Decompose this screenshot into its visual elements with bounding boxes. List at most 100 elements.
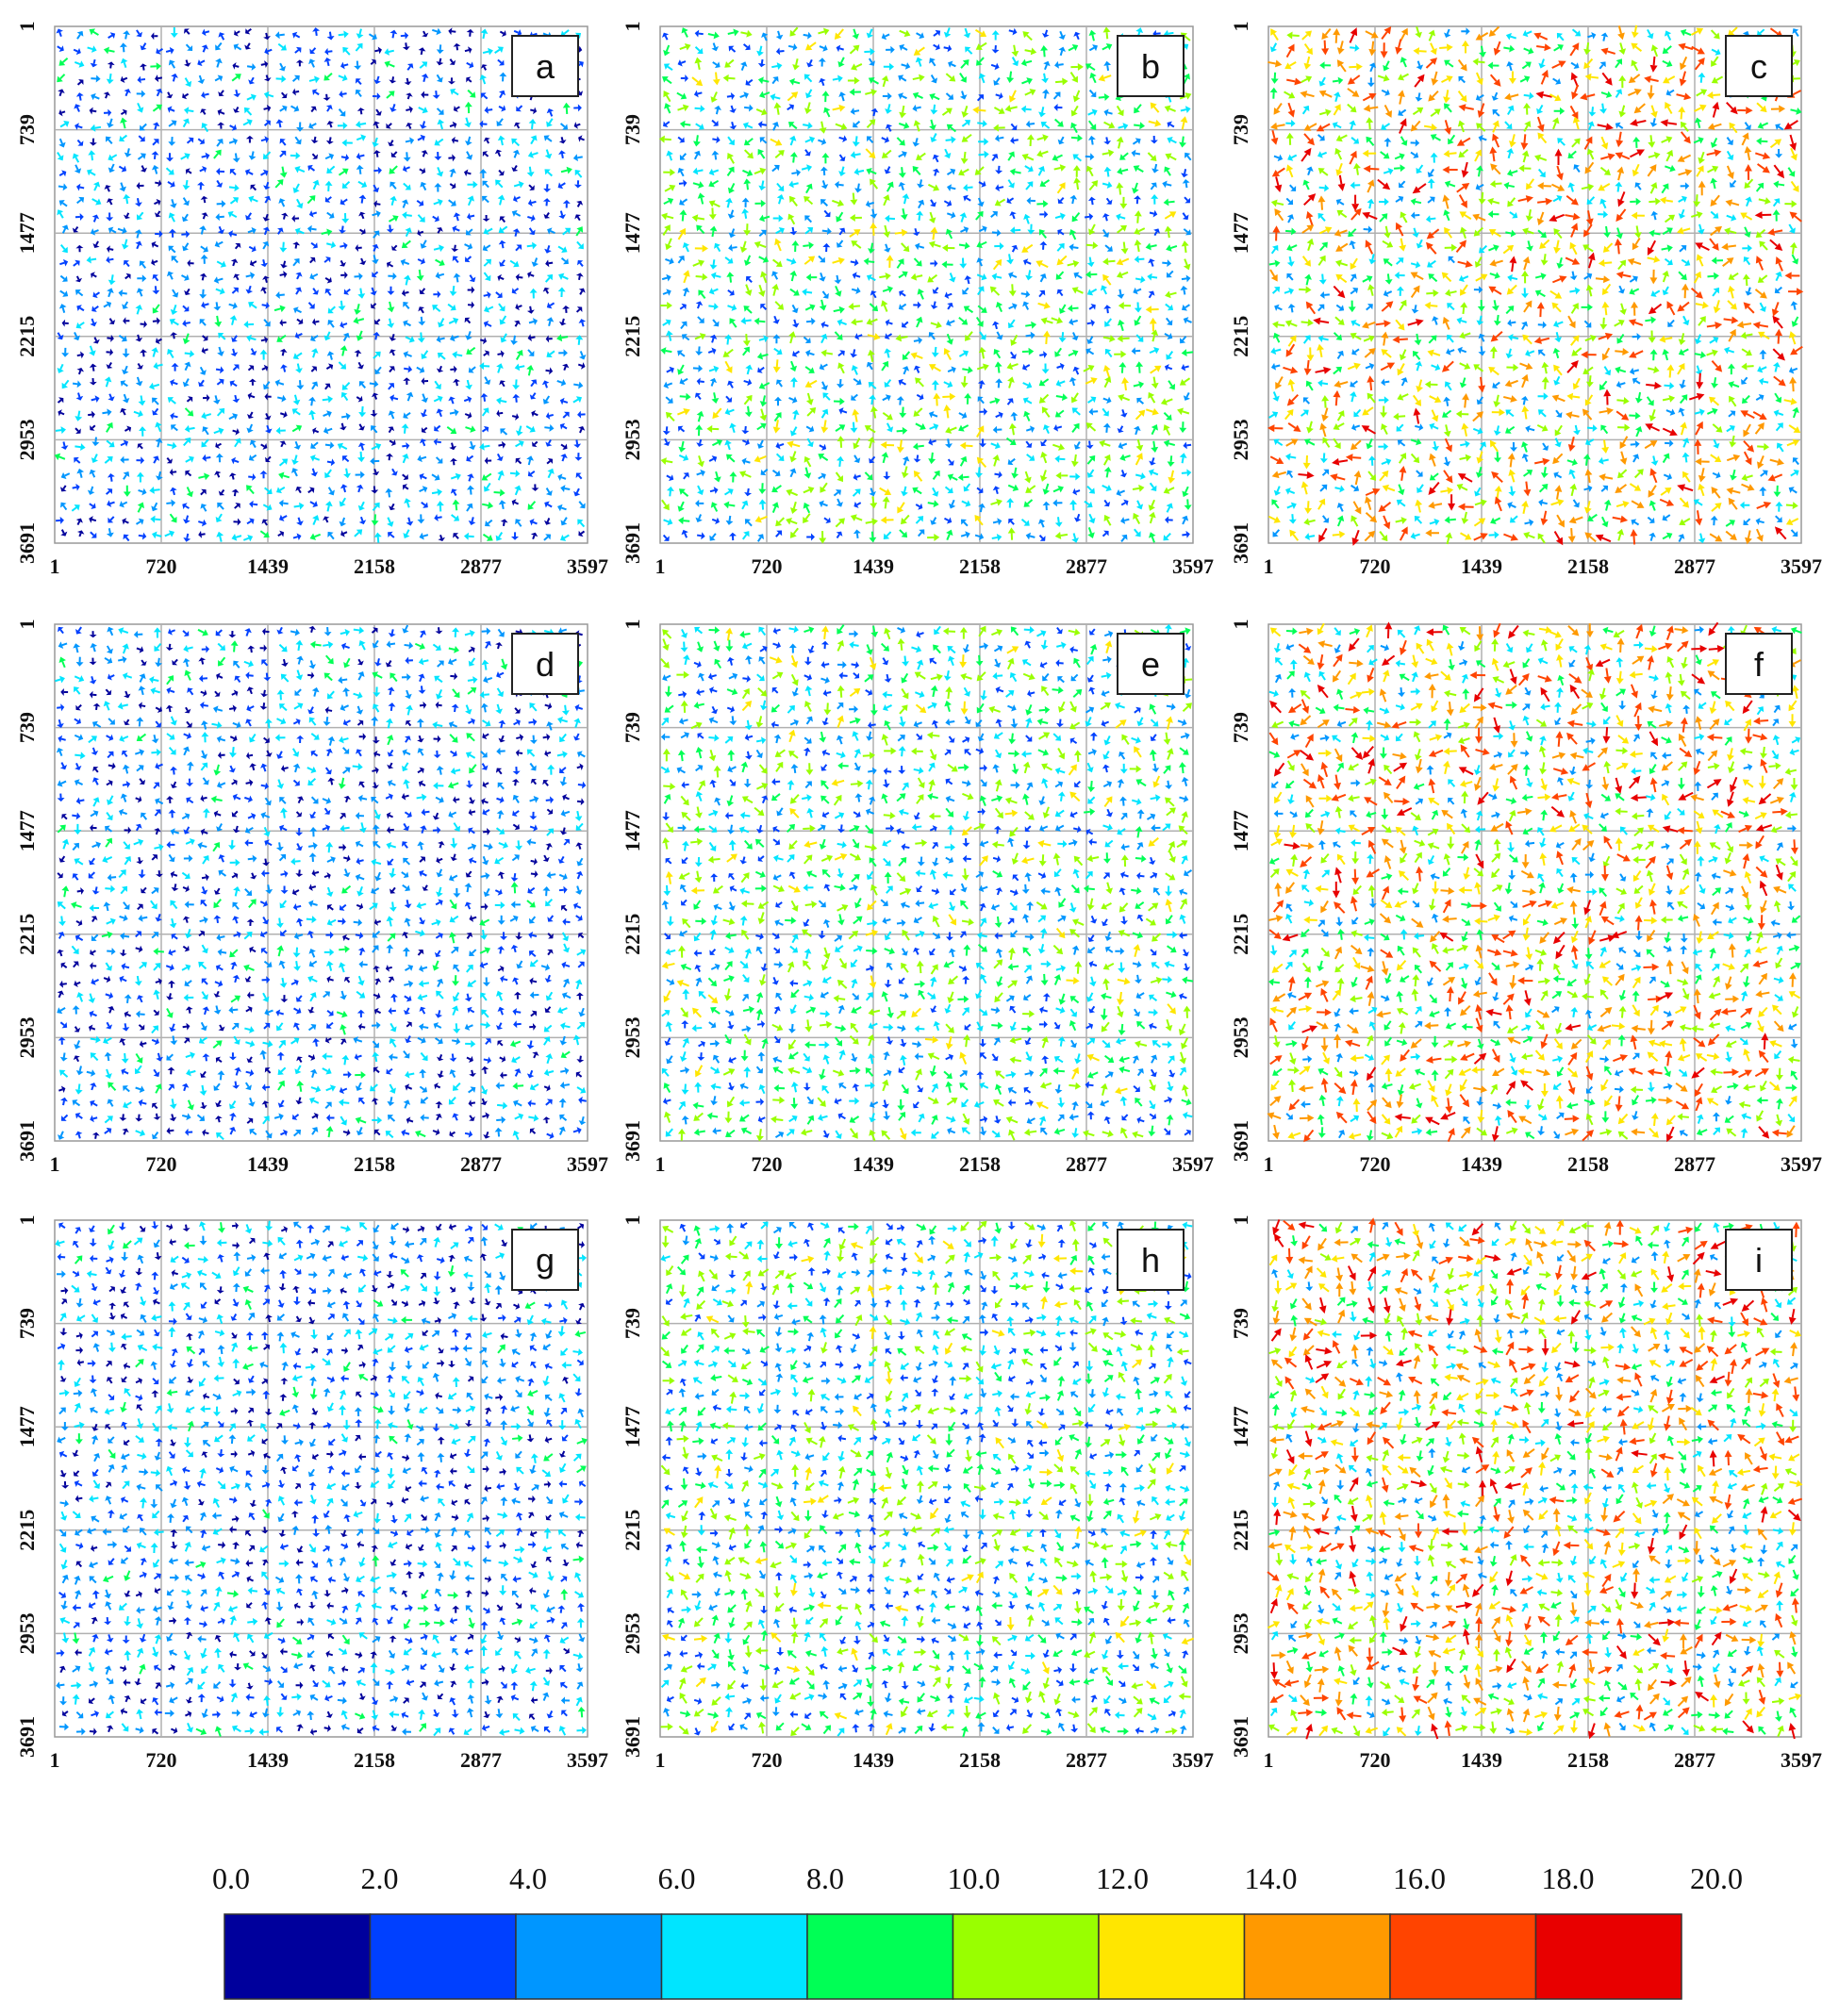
- vector-head: [293, 257, 300, 265]
- vector-head: [60, 426, 66, 435]
- y-tick-label: 2953: [15, 419, 39, 460]
- vector-shaft: [359, 110, 363, 115]
- vector-shaft: [137, 334, 141, 339]
- vector-head: [78, 60, 85, 68]
- vector-head: [244, 169, 251, 176]
- vector-head: [484, 306, 490, 313]
- vector-head: [140, 167, 147, 173]
- vector-shaft: [484, 198, 489, 204]
- vector-head: [75, 92, 84, 97]
- vector-shaft: [1124, 518, 1130, 521]
- vector-shaft: [728, 515, 732, 521]
- vector-head: [134, 202, 142, 207]
- vector-head: [281, 105, 288, 112]
- vector-shaft: [1152, 376, 1156, 384]
- vector-shaft: [405, 279, 408, 286]
- vector-head: [576, 200, 584, 206]
- vector-shaft: [221, 35, 225, 41]
- vector-shaft: [487, 227, 493, 233]
- vector-shaft: [213, 153, 219, 159]
- vector-shaft: [231, 289, 237, 294]
- vector-head: [275, 291, 280, 299]
- vector-head: [312, 154, 319, 159]
- vector-head: [95, 198, 102, 206]
- vector-shaft: [137, 362, 141, 368]
- vector-shaft: [776, 107, 780, 115]
- vector-head: [120, 75, 125, 84]
- vector-shaft: [120, 111, 125, 116]
- vector-shaft: [186, 30, 191, 35]
- vector-head: [468, 46, 472, 54]
- vector-head: [482, 244, 489, 252]
- vector-head: [480, 92, 487, 99]
- vector-shaft: [358, 28, 362, 35]
- vector-shaft: [695, 275, 703, 278]
- vector-shaft: [1186, 351, 1194, 355]
- vector-shaft: [978, 467, 981, 473]
- vector-shaft: [91, 109, 97, 113]
- vector-head: [497, 273, 502, 282]
- vector-shaft: [267, 48, 273, 53]
- vector-head: [275, 426, 281, 435]
- vector-shaft: [857, 183, 860, 190]
- vector-shaft: [214, 395, 218, 401]
- vector-head: [480, 64, 488, 69]
- vector-shaft: [139, 290, 143, 297]
- vector-head: [265, 120, 271, 126]
- vector-shaft: [106, 426, 111, 433]
- vector-shaft: [1088, 256, 1092, 263]
- vector-head: [227, 210, 234, 218]
- vector-shaft: [154, 124, 157, 130]
- vector-head: [323, 74, 330, 81]
- vector-head: [137, 107, 144, 113]
- vector-shaft: [825, 352, 833, 355]
- vector-shaft: [499, 411, 504, 415]
- vector-shaft: [403, 427, 406, 434]
- vector-shaft: [280, 334, 287, 340]
- vector-shaft: [326, 331, 331, 338]
- vector-shaft: [712, 138, 718, 141]
- vector-shaft: [110, 163, 115, 170]
- vector-shaft: [466, 151, 471, 157]
- vector-head: [278, 65, 287, 72]
- vector-head: [141, 274, 147, 283]
- vector-shaft: [901, 336, 908, 339]
- vector-head: [200, 254, 208, 259]
- vector-head: [156, 198, 161, 207]
- vector-shaft: [532, 535, 536, 540]
- vector-head: [557, 287, 566, 292]
- vector-shaft: [1184, 365, 1189, 369]
- vector-head: [483, 337, 488, 345]
- vector-head: [215, 44, 222, 51]
- vector-head: [498, 240, 506, 245]
- vector-shaft: [1009, 71, 1013, 78]
- vector-head: [311, 318, 317, 326]
- vector-head: [562, 305, 571, 309]
- vector-shaft: [142, 352, 145, 357]
- vector-shaft: [356, 304, 360, 310]
- vector-head: [373, 319, 380, 325]
- vector-head: [217, 122, 225, 126]
- vector-shaft: [79, 306, 85, 312]
- vector-shaft: [562, 230, 569, 236]
- vector-shaft: [250, 337, 257, 341]
- vector-head: [578, 45, 583, 54]
- vector-shaft: [92, 58, 96, 64]
- vector-shaft: [449, 124, 455, 128]
- vector-shaft: [1332, 79, 1339, 83]
- vector-shaft: [1150, 244, 1157, 248]
- vector-shaft: [391, 184, 397, 190]
- vector-head: [248, 301, 255, 308]
- vector-shaft: [530, 108, 535, 112]
- vector-head: [499, 380, 505, 386]
- vector-shaft: [125, 262, 130, 268]
- vector-shaft: [93, 305, 99, 310]
- vector-shaft: [562, 275, 569, 280]
- vector-head: [360, 228, 366, 235]
- vector-head: [232, 398, 240, 404]
- vector-head: [103, 46, 109, 55]
- vector-shaft: [312, 288, 317, 293]
- vector-shaft: [184, 77, 190, 84]
- vector-shaft: [1055, 80, 1063, 84]
- vector-shaft: [373, 233, 378, 239]
